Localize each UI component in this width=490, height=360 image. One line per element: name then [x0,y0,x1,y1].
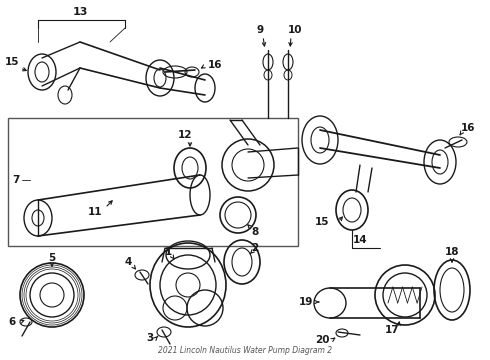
Text: 1: 1 [164,247,171,257]
Text: 4: 4 [124,257,132,267]
Text: 6: 6 [8,317,16,327]
Text: 10: 10 [288,25,302,35]
Bar [8,118,298,246]
Text: 11: 11 [88,207,102,217]
Text: 20: 20 [315,335,329,345]
Text: 18: 18 [445,247,459,257]
Text: 16: 16 [461,123,475,133]
Text: 7: 7 [12,175,20,185]
Text: 9: 9 [256,25,264,35]
Text: 14: 14 [353,235,368,245]
Text: 2: 2 [251,243,259,253]
Text: 8: 8 [251,227,259,237]
Text: 13: 13 [73,7,88,17]
Text: 19: 19 [299,297,313,307]
Text: 16: 16 [208,60,222,70]
Text: 5: 5 [49,253,56,263]
Text: 2021 Lincoln Nautilus Water Pump Diagram 2: 2021 Lincoln Nautilus Water Pump Diagram… [158,346,332,355]
Text: 12: 12 [178,130,192,140]
Text: 17: 17 [385,325,399,335]
Text: 15: 15 [5,57,19,67]
Text: 3: 3 [147,333,154,343]
Text: 15: 15 [315,217,329,227]
